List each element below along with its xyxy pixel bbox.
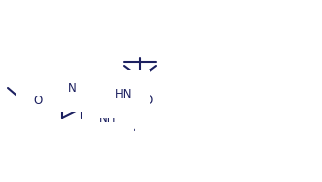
- Text: HN: HN: [115, 88, 133, 100]
- Text: N: N: [68, 82, 76, 94]
- Text: O: O: [143, 94, 153, 106]
- Text: NH: NH: [99, 112, 117, 124]
- Text: O: O: [33, 94, 43, 106]
- Text: O: O: [49, 66, 59, 78]
